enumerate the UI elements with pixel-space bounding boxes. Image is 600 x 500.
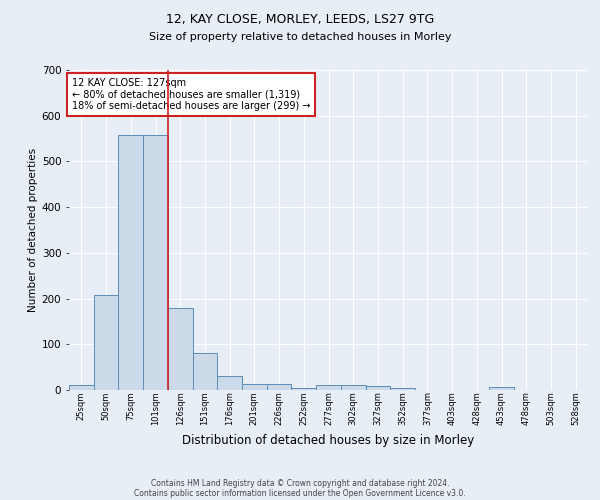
Bar — [365, 386, 390, 390]
Text: Size of property relative to detached houses in Morley: Size of property relative to detached ho… — [149, 32, 451, 42]
Bar — [316, 386, 341, 390]
Bar — [341, 386, 365, 390]
Bar — [69, 384, 94, 390]
Bar — [267, 384, 292, 390]
Text: Contains public sector information licensed under the Open Government Licence v3: Contains public sector information licen… — [134, 488, 466, 498]
Y-axis label: Number of detached properties: Number of detached properties — [28, 148, 38, 312]
Bar — [217, 376, 242, 390]
Bar — [168, 308, 193, 390]
Bar — [390, 388, 415, 390]
Bar — [292, 388, 316, 390]
Text: 12, KAY CLOSE, MORLEY, LEEDS, LS27 9TG: 12, KAY CLOSE, MORLEY, LEEDS, LS27 9TG — [166, 12, 434, 26]
Bar — [242, 384, 267, 390]
Bar — [118, 136, 143, 390]
Bar — [193, 354, 217, 390]
Text: Contains HM Land Registry data © Crown copyright and database right 2024.: Contains HM Land Registry data © Crown c… — [151, 478, 449, 488]
Bar — [489, 388, 514, 390]
X-axis label: Distribution of detached houses by size in Morley: Distribution of detached houses by size … — [182, 434, 475, 446]
Bar — [94, 296, 118, 390]
Text: 12 KAY CLOSE: 127sqm
← 80% of detached houses are smaller (1,319)
18% of semi-de: 12 KAY CLOSE: 127sqm ← 80% of detached h… — [71, 78, 310, 111]
Bar — [143, 136, 168, 390]
